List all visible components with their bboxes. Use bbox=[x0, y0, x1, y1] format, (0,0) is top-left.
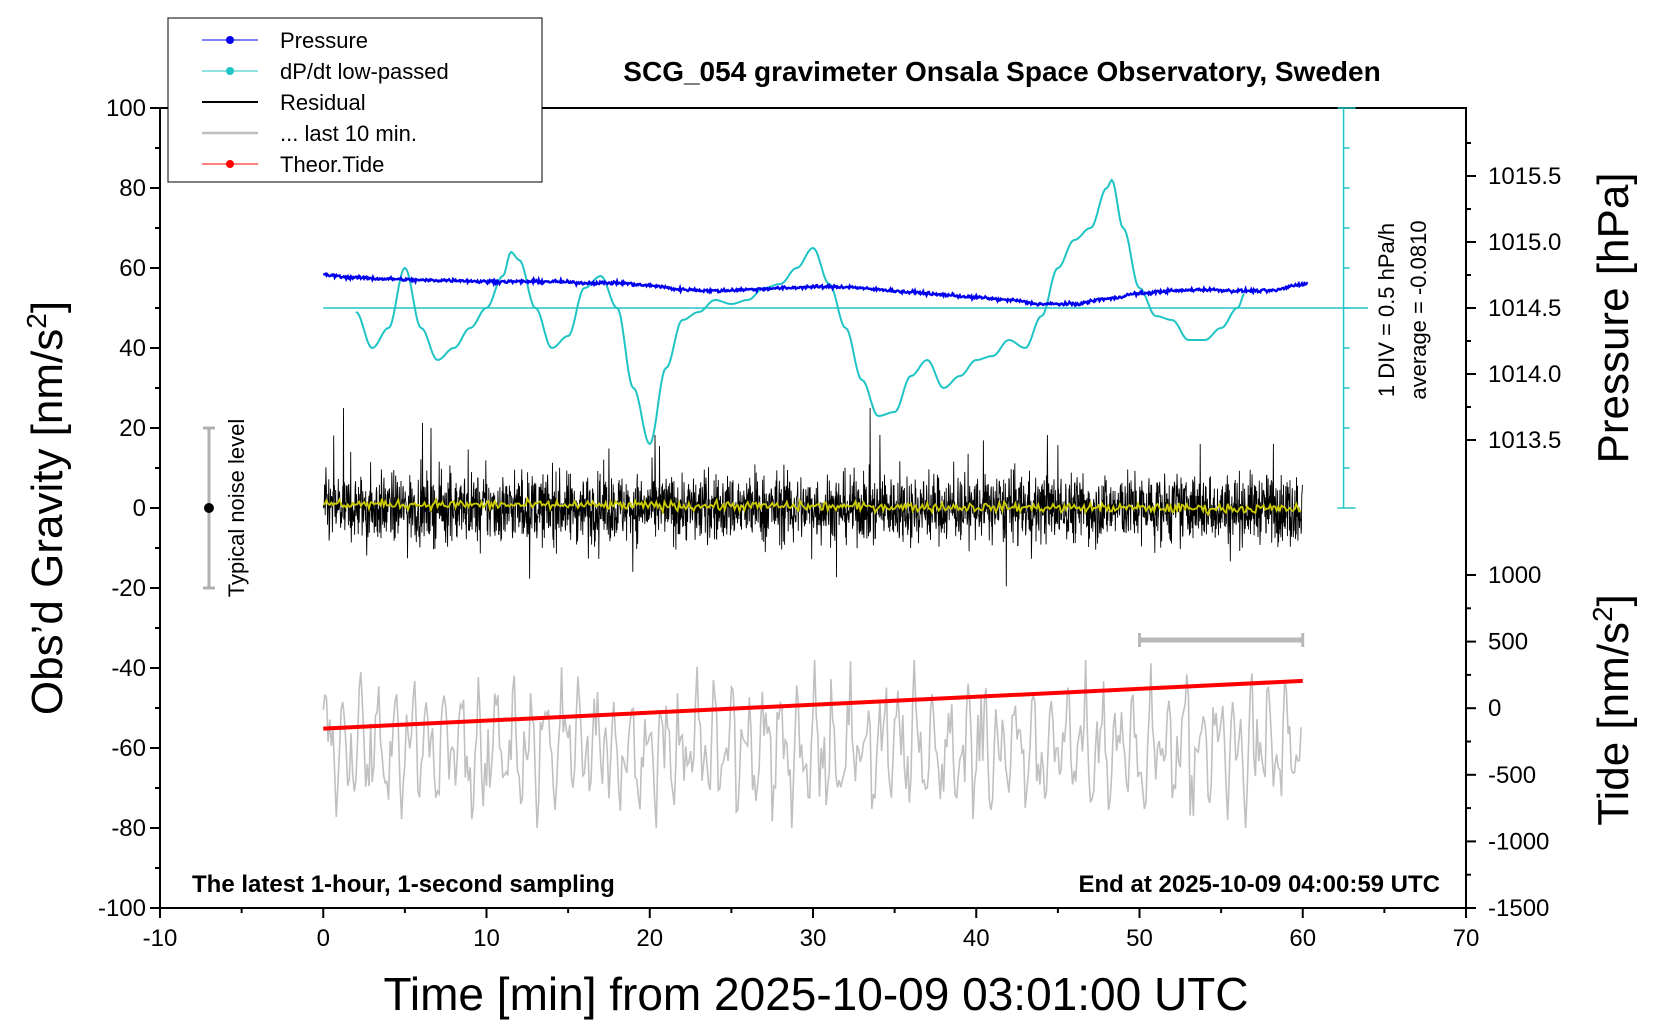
x-tick-label: 10 bbox=[473, 925, 500, 952]
noise-level-dot bbox=[203, 503, 214, 513]
pressure-tick-label: 1015.0 bbox=[1488, 229, 1561, 256]
x-axis-ticks: -10 0 10 20 30 40 50 60 70 bbox=[143, 908, 1480, 952]
x-tick-label: 20 bbox=[636, 925, 663, 952]
x-tick-label: 60 bbox=[1289, 925, 1316, 952]
x-tick-label: 40 bbox=[963, 925, 990, 952]
tide-tick-label: 0 bbox=[1488, 695, 1501, 722]
y-tick-label: 0 bbox=[133, 495, 146, 522]
legend-items: Pressure dP/dt low-passed Residual ... last… bbox=[202, 28, 449, 177]
y-axis-label-tide: Tide [nm/s2] bbox=[1587, 594, 1638, 826]
tide-tick-label: 500 bbox=[1488, 629, 1528, 656]
x-tick-label: -10 bbox=[143, 925, 178, 952]
tide-tick-label: -1500 bbox=[1488, 895, 1549, 922]
tide-axis-ticks: -1500 -1000 -500 0 500 1000 bbox=[1466, 562, 1549, 922]
pressure-line bbox=[322, 271, 1309, 308]
legend-label: ... last 10 min. bbox=[280, 121, 417, 146]
x-tick-label: 70 bbox=[1453, 925, 1480, 952]
legend-label: Residual bbox=[280, 90, 366, 115]
legend: Pressure dP/dt low-passed Residual ... last… bbox=[167, 17, 543, 183]
pressure-tick-label: 1014.5 bbox=[1488, 295, 1561, 322]
y-tick-label: -60 bbox=[111, 735, 146, 762]
chart-title: SCG_054 gravimeter Onsala Space Observat… bbox=[623, 56, 1380, 87]
legend-label: Theor.Tide bbox=[280, 152, 384, 177]
noise-level-label: Typical noise level bbox=[224, 419, 249, 598]
dpdt-scale-note: 1 DIV = 0.5 hPa/h bbox=[1374, 223, 1399, 397]
y-tick-label: -20 bbox=[111, 575, 146, 602]
residual-smoothed-line bbox=[322, 495, 1302, 517]
y-tick-label: -100 bbox=[98, 895, 146, 922]
x-tick-label: 30 bbox=[800, 925, 827, 952]
y-tick-label: 20 bbox=[119, 415, 146, 442]
y-axis-label-pressure: Pressure [hPa] bbox=[1589, 172, 1638, 463]
legend-swatch-dot bbox=[226, 67, 234, 75]
legend-swatch-dot bbox=[226, 36, 234, 44]
last-10-min-series bbox=[322, 659, 1302, 829]
y-axis-ticks: -100 -80 -60 -40 -20 0 20 40 60 80 100 bbox=[98, 95, 160, 922]
x-tick-label: 50 bbox=[1126, 925, 1153, 952]
tide-line bbox=[323, 678, 1303, 731]
last-10-min-line bbox=[322, 659, 1302, 829]
footer-left-note: The latest 1-hour, 1-second sampling bbox=[192, 871, 615, 898]
residual-series bbox=[322, 407, 1303, 587]
residual-smoothed-series bbox=[322, 495, 1302, 517]
last-10-min-bar bbox=[1138, 633, 1305, 647]
pressure-tick-label: 1015.5 bbox=[1488, 163, 1561, 190]
legend-swatch-dot bbox=[226, 160, 234, 168]
y-tick-label: -40 bbox=[111, 655, 146, 682]
legend-label: Pressure bbox=[280, 28, 368, 53]
y-tick-label: 60 bbox=[119, 255, 146, 282]
tide-tick-label: 1000 bbox=[1488, 562, 1541, 589]
legend-box bbox=[167, 17, 543, 183]
y-tick-label: -80 bbox=[111, 815, 146, 842]
pressure-tick-label: 1014.0 bbox=[1488, 361, 1561, 388]
x-tick-label: 0 bbox=[317, 925, 330, 952]
dpdt-average-note: average = -0.0810 bbox=[1406, 220, 1431, 399]
tide-tick-label: -500 bbox=[1488, 762, 1536, 789]
pressure-series bbox=[322, 271, 1309, 308]
y-axis-label-left: Obs’d Gravity [nm/s2] bbox=[21, 301, 72, 715]
y-tick-label: 40 bbox=[119, 335, 146, 362]
legend-label: dP/dt low-passed bbox=[280, 59, 449, 84]
pressure-tick-label: 1013.5 bbox=[1488, 427, 1561, 454]
dpdt-series bbox=[355, 178, 1245, 446]
y-tick-label: 100 bbox=[106, 95, 146, 122]
y-tick-label: 80 bbox=[119, 175, 146, 202]
noise-level-indicator: Typical noise level bbox=[202, 419, 249, 598]
residual-line bbox=[322, 407, 1303, 587]
tide-series bbox=[323, 678, 1303, 731]
pressure-axis-ticks: 1013.5 1014.0 1014.5 1015.0 1015.5 bbox=[1466, 142, 1561, 454]
footer-right-note: End at 2025-10-09 04:00:59 UTC bbox=[1079, 871, 1441, 898]
dpdt-scale-bar bbox=[323, 107, 1369, 509]
dpdt-line bbox=[355, 178, 1245, 446]
x-axis-label: Time [min] from 2025-10-09 03:01:00 UTC bbox=[384, 968, 1249, 1020]
tide-tick-label: -1000 bbox=[1488, 828, 1549, 855]
